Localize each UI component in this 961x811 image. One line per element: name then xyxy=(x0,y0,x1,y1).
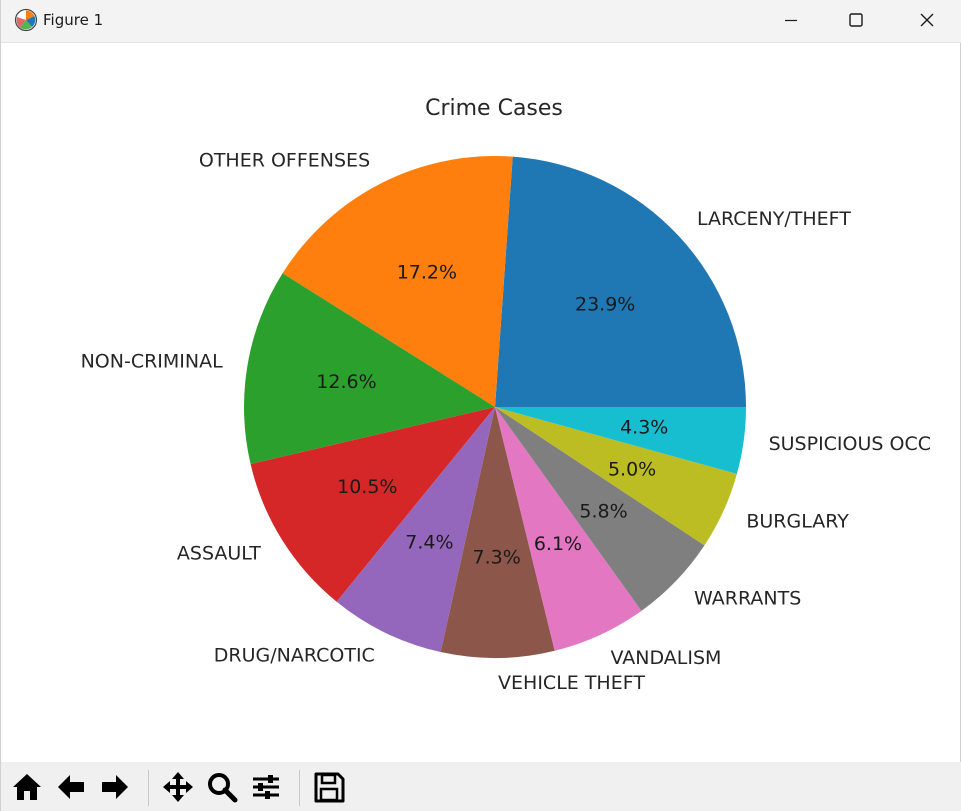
pie-labels: 23.9% LARCENY/THEFT 17.2% OTHER OFFENSES 12.… xyxy=(81,150,931,694)
pie-pct-label: 17.2% xyxy=(397,262,457,284)
pie-category-label: BURGLARY xyxy=(746,510,849,532)
pie-pct-label: 4.3% xyxy=(620,416,668,438)
pie-pct-label: 5.8% xyxy=(579,500,627,522)
matplotlib-logo-icon xyxy=(14,8,38,32)
pie-slice-suspicious-occ xyxy=(495,407,746,474)
zoom-icon xyxy=(208,773,238,803)
pie-slice-non-criminal xyxy=(244,273,495,465)
title-bar[interactable]: Figure 1 xyxy=(1,0,961,43)
pie-pct-label: 7.4% xyxy=(405,532,453,554)
pie-category-label: OTHER OFFENSES xyxy=(199,150,370,172)
pie-category-label: DRUG/NARCOTIC xyxy=(214,645,375,667)
configure-subplots-icon xyxy=(253,775,279,799)
pie-pct-label: 5.0% xyxy=(608,458,656,480)
pie-slice-drug-narcotic xyxy=(336,407,495,653)
pie-slice-larceny-theft xyxy=(495,156,746,407)
save-button[interactable] xyxy=(309,767,349,807)
pie-category-label: SUSPICIOUS OCC xyxy=(769,433,931,455)
pie-pct-label: 10.5% xyxy=(337,476,397,498)
pie-category-label: VANDALISM xyxy=(610,647,721,669)
figure-canvas[interactable]: Crime Cases 23.9% LARCENY/THEFT 17.2% OTHER… xyxy=(1,43,961,762)
toolbar-separator xyxy=(299,770,300,806)
maximize-button[interactable] xyxy=(828,0,884,40)
home-icon xyxy=(13,774,41,800)
back-button[interactable] xyxy=(51,767,91,807)
close-icon xyxy=(920,13,934,27)
pie-pct-label: 12.6% xyxy=(316,371,376,393)
window-title: Figure 1 xyxy=(43,11,104,29)
pie-pct-label: 23.9% xyxy=(575,293,635,315)
minimize-icon xyxy=(785,19,797,22)
close-button[interactable] xyxy=(899,0,955,40)
pie-category-label: ASSAULT xyxy=(177,542,261,564)
chart-title: Crime Cases xyxy=(425,96,563,121)
pie-slice-burglary xyxy=(495,407,737,546)
configure-subplots-button[interactable] xyxy=(246,767,286,807)
pie-slice-vehicle-theft xyxy=(440,407,555,659)
back-arrow-icon xyxy=(58,775,84,799)
save-icon xyxy=(314,772,345,803)
toolbar-separator xyxy=(148,770,149,806)
pie-category-label: NON-CRIMINAL xyxy=(81,350,224,372)
zoom-button[interactable] xyxy=(202,767,242,807)
pie-category-label: LARCENY/THEFT xyxy=(697,208,851,230)
pie-slice-vandalism xyxy=(495,407,642,651)
pie-slice-assault xyxy=(250,407,495,602)
pie-slices xyxy=(244,156,746,659)
maximize-icon xyxy=(849,13,863,27)
pie-slice-other-offenses xyxy=(282,156,513,407)
pan-icon xyxy=(163,772,193,802)
pie-category-label: WARRANTS xyxy=(694,587,801,609)
forward-button[interactable] xyxy=(95,767,135,807)
minimize-button[interactable] xyxy=(763,0,819,40)
pie-slice-warrants xyxy=(495,407,705,611)
pie-pct-label: 7.3% xyxy=(473,547,521,569)
navigation-toolbar xyxy=(1,762,961,811)
pie-pct-label: 6.1% xyxy=(534,533,582,555)
pie-chart: Crime Cases 23.9% LARCENY/THEFT 17.2% OTHER… xyxy=(81,96,931,694)
pie-category-label: VEHICLE THEFT xyxy=(498,672,645,694)
home-button[interactable] xyxy=(7,767,47,807)
pan-button[interactable] xyxy=(158,767,198,807)
forward-arrow-icon xyxy=(102,775,128,799)
